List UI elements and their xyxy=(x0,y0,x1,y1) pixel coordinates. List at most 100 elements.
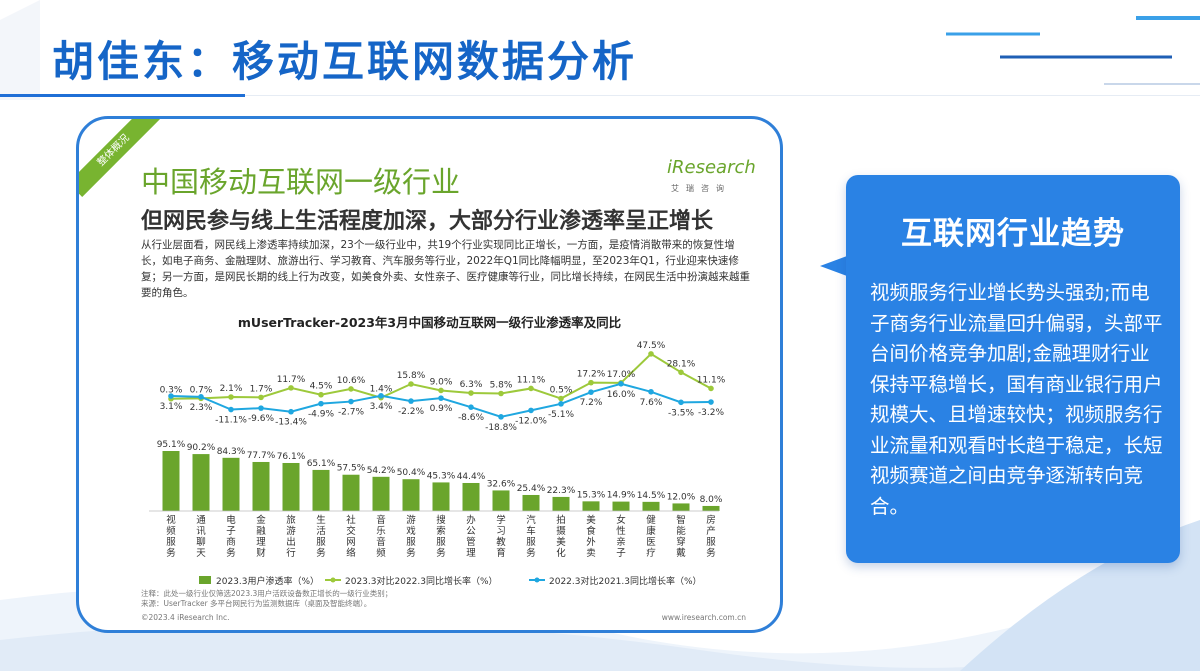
iresearch-logo: iResearch xyxy=(667,157,756,178)
series-2-point-8 xyxy=(408,398,414,404)
series-2-point-7 xyxy=(378,392,384,399)
chart-source-line: 来源：UserTracker 多平台网民行为监测数据库（桌面及智能终端）。 xyxy=(141,599,372,608)
series-2-label-12: -12.0% xyxy=(515,416,547,426)
series-2-point-17 xyxy=(678,399,684,406)
series-2-point-15 xyxy=(618,381,624,387)
series-1-point-11 xyxy=(498,390,504,397)
series-2-point-2 xyxy=(228,406,234,413)
chart-notes: 注释：此处一级行业仅筛选2023.3用户活跃设备数正增长的一级行业类别； 来源：… xyxy=(141,589,392,609)
bar-13 xyxy=(552,496,570,511)
series-2-point-5 xyxy=(318,400,324,407)
category-label-18: 房产服务 xyxy=(706,514,716,559)
series-1-label-9: 9.0% xyxy=(430,377,453,387)
category-label-9: 搜索服务 xyxy=(436,514,446,559)
series-2-label-17: -3.5% xyxy=(668,408,695,418)
card-title: 互联网行业趋势 xyxy=(901,216,1125,252)
series-2-label-11: -18.8% xyxy=(485,423,517,433)
series-2-label-3: -9.6% xyxy=(248,414,275,424)
series-2-point-3 xyxy=(258,405,264,411)
report-image-panel: 整体概况 中国移动互联网一级行业 但网民参与线上生活程度加深，大部分行业渗透率呈… xyxy=(76,116,783,633)
report-description: 从行业层面看，网民线上渗透率持续加深，23个一级行业中，共19个行业实现同比正增… xyxy=(141,239,750,299)
report-subtitle: 但网民参与线上生活程度加深，大部分行业渗透率呈正增长 xyxy=(141,209,714,234)
series-2-point-1 xyxy=(198,394,204,400)
series-1-label-10: 6.3% xyxy=(460,380,483,390)
series-1-label-13: 0.5% xyxy=(550,386,573,396)
bar-value-label-0: 95.1% xyxy=(157,440,186,450)
bar-value-label-13: 22.3% xyxy=(547,486,576,496)
series-2-point-11 xyxy=(498,414,504,420)
category-label-1: 通讯聊天 xyxy=(196,515,206,559)
legend-label-2: 2022.3对比2021.3同比增长率（%） xyxy=(549,575,702,587)
series-2-point-10 xyxy=(468,404,474,410)
series-1-point-2 xyxy=(228,394,234,400)
category-label-12: 汽车服务 xyxy=(526,514,536,559)
category-label-0: 视频服务 xyxy=(166,514,176,559)
title-underline xyxy=(0,94,245,97)
category-label-14: 美食外卖 xyxy=(586,514,596,559)
bar-10 xyxy=(462,482,480,511)
category-label-3: 金融理财 xyxy=(256,514,266,559)
card-pointer xyxy=(820,256,847,276)
series-1-point-18 xyxy=(708,385,714,392)
bar-value-label-12: 25.4% xyxy=(517,484,546,494)
series-1-point-10 xyxy=(468,390,474,396)
category-label-10: 办公管理 xyxy=(466,514,476,559)
series-2-point-13 xyxy=(558,401,564,407)
slide-title: 胡佳东：移动互联网数据分析 xyxy=(52,37,638,86)
bar-11 xyxy=(492,490,510,511)
series-2-label-15: 16.0% xyxy=(607,390,636,400)
website-url: www.iresearch.com.cn xyxy=(661,613,746,622)
series-1-label-4: 11.7% xyxy=(277,375,306,385)
bar-5 xyxy=(312,469,330,511)
series-2-point-4 xyxy=(288,408,294,415)
series-2-label-8: -2.2% xyxy=(398,407,425,417)
series-2-label-9: 0.9% xyxy=(430,404,453,414)
trend-card: 互联网行业趋势 视频服务行业增长势头强劲;而电子商务行业流量回升偏弱，头部平台间… xyxy=(846,175,1180,563)
series-1-label-0: 0.3% xyxy=(160,386,183,396)
series-2-label-16: 7.6% xyxy=(640,398,663,408)
series-1-label-12: 11.1% xyxy=(517,375,546,385)
bar-7 xyxy=(372,476,390,511)
bar-value-label-14: 15.3% xyxy=(577,490,606,500)
series-1-label-8: 15.8% xyxy=(397,371,426,381)
series-2-label-6: -2.7% xyxy=(338,408,365,418)
category-label-13: 拍摄美化 xyxy=(556,514,566,559)
bar-8 xyxy=(402,479,420,511)
series-2-label-1: 2.3% xyxy=(190,403,213,413)
bar-value-label-9: 45.3% xyxy=(427,471,456,481)
series-1-label-17: 28.1% xyxy=(667,359,696,369)
bar-9 xyxy=(432,482,450,511)
category-label-5: 生活服务 xyxy=(316,514,326,559)
iresearch-logo-subtitle: 艾瑞咨询 xyxy=(671,184,731,193)
bar-value-label-16: 14.5% xyxy=(637,491,666,501)
bar-18 xyxy=(702,505,720,511)
series-1-point-6 xyxy=(348,386,354,392)
chart-title: mUserTracker-2023年3月中国移动互联网一级行业渗透率及同比 xyxy=(237,315,622,330)
series-1-label-6: 10.6% xyxy=(337,376,366,386)
series-1-point-17 xyxy=(678,369,684,376)
series-2-label-7: 3.4% xyxy=(370,402,393,412)
bar-value-label-6: 57.5% xyxy=(337,464,366,474)
category-label-8: 游戏服务 xyxy=(406,514,416,559)
series-1-label-3: 1.7% xyxy=(250,384,273,394)
series-1-label-18: 11.1% xyxy=(697,375,726,385)
bar-1 xyxy=(192,454,210,511)
series-2-point-12 xyxy=(528,407,534,414)
series-2-label-2: -11.1% xyxy=(215,416,247,426)
series-2-label-14: 7.2% xyxy=(580,398,603,408)
category-label-7: 音乐音频 xyxy=(376,514,386,559)
series-1-label-1: 0.7% xyxy=(190,385,213,395)
series-1-label-14: 17.2% xyxy=(577,370,606,380)
legend-label-1: 2023.3对比2022.3同比增长率（%） xyxy=(345,575,498,587)
bar-14 xyxy=(582,501,600,511)
category-label-6: 社交网络 xyxy=(346,514,356,559)
series-2-point-6 xyxy=(348,398,354,405)
series-2-point-14 xyxy=(588,389,594,395)
bar-0 xyxy=(162,451,180,511)
series-1-point-5 xyxy=(318,391,324,398)
legend-label-0: 2023.3用户渗透率（%） xyxy=(216,575,319,587)
series-1-point-16 xyxy=(648,351,654,357)
title-divider xyxy=(245,95,1200,96)
series-1-point-13 xyxy=(558,395,564,402)
category-label-17: 智能穿戴 xyxy=(676,514,686,559)
